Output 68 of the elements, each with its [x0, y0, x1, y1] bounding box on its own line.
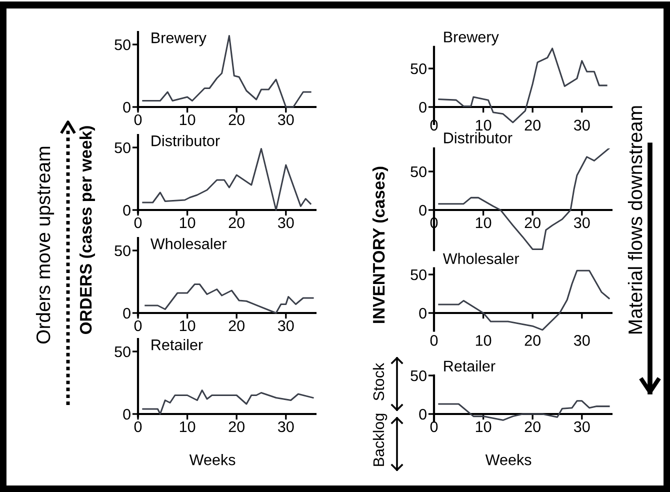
y-tick-label: 50 [410, 166, 426, 178]
y-tick-label: 50 [410, 269, 426, 280]
y-tick-label: 0 [123, 408, 130, 420]
y-axis-title: ORDERS (cases per week) [79, 126, 95, 334]
x-tick-label: 20 [524, 120, 540, 131]
x-tick-label: 10 [180, 114, 196, 126]
y-tick-label: 50 [114, 346, 130, 358]
x-axis-title: Weeks [485, 454, 532, 466]
x-tick-label: 30 [574, 421, 590, 432]
x-tick-label: 30 [278, 114, 294, 126]
x-tick-label: 10 [180, 320, 196, 332]
y-tick-label: 0 [123, 204, 130, 216]
line-series [438, 270, 610, 331]
x-tick-label: 30 [278, 217, 294, 228]
x-tick-label: 30 [278, 421, 294, 432]
x-tick-label: 20 [228, 217, 244, 228]
text: Material flows downstream [628, 106, 642, 334]
x-tick-label: 10 [180, 217, 196, 228]
x-tick-label: 0 [430, 335, 438, 346]
line-series [438, 148, 610, 250]
x-tick-label: 10 [476, 335, 492, 346]
y-tick-label: 50 [410, 63, 426, 74]
y-axis-title: INVENTORY (cases) [372, 166, 388, 323]
y-tick-label: 50 [114, 245, 130, 256]
y-tick-label: 0 [419, 102, 426, 113]
x-tick-label: 20 [524, 335, 540, 346]
line-series [142, 148, 312, 211]
line-series [142, 389, 314, 415]
x-tick-label: 0 [134, 217, 142, 228]
x-tick-label: 0 [134, 114, 142, 126]
x-tick-label: 20 [524, 217, 540, 228]
y-tick-label: 0 [419, 308, 426, 319]
text: Backlog [372, 414, 388, 466]
y-tick-label: 0 [123, 308, 130, 319]
chart-title: Retailer [444, 360, 496, 372]
chart-title: Wholesaler [442, 252, 520, 264]
text: Orders move upstream [36, 146, 54, 344]
x-axis-title: Weeks [189, 454, 236, 466]
x-tick-label: 10 [180, 421, 196, 432]
text: Stock [372, 362, 384, 400]
chart-title: Distributor [152, 135, 220, 146]
chart-title: Retailer [152, 339, 203, 350]
x-tick-label: 10 [476, 120, 492, 131]
x-tick-label: 20 [228, 114, 244, 126]
line-series [142, 34, 312, 108]
y-tick-label: 50 [114, 142, 130, 154]
y-tick-label: 0 [419, 408, 426, 420]
x-tick-label: 30 [278, 320, 294, 332]
x-tick-label: 10 [476, 217, 492, 228]
x-tick-label: 0 [134, 320, 142, 332]
y-tick-label: 50 [114, 39, 130, 50]
chart-title: Brewery [152, 32, 206, 46]
x-tick-label: 20 [524, 421, 540, 432]
line-series [438, 400, 610, 421]
x-tick-label: 30 [574, 335, 590, 346]
y-tick-label: 50 [410, 370, 426, 382]
chart-title: Wholesaler [150, 238, 227, 250]
chart-title: Distributor [444, 132, 512, 144]
y-tick-label: 0 [419, 204, 426, 216]
chart-title: Brewery [444, 32, 499, 46]
x-tick-label: 30 [574, 217, 590, 228]
x-tick-label: 30 [574, 120, 590, 131]
line-series [144, 283, 314, 314]
y-tick-label: 0 [123, 102, 130, 113]
x-tick-label: 10 [476, 421, 492, 432]
x-tick-label: 20 [228, 320, 244, 332]
x-tick-label: 0 [134, 421, 142, 432]
x-tick-label: 20 [228, 421, 244, 432]
